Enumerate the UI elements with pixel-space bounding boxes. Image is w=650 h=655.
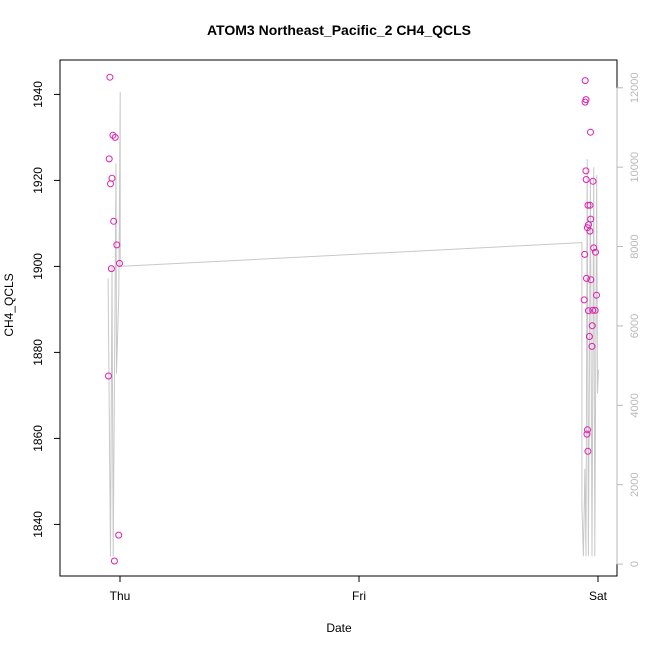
x-tick-label: Sat [589, 589, 608, 603]
data-point [590, 244, 598, 252]
data-point [108, 174, 116, 182]
data-point [105, 155, 113, 163]
y-axis-left: 1840 1860 1880 1900 1920 1940 [31, 81, 61, 538]
data-point [589, 177, 597, 185]
data-point [591, 306, 599, 314]
data-point [582, 167, 590, 175]
y-tick-label: 1860 [31, 425, 45, 452]
data-point [107, 265, 115, 273]
y-tick-label: 1900 [31, 253, 45, 280]
y-axis-right: 0 2000 4000 6000 8000 10000 12000 [616, 72, 641, 567]
data-point [110, 557, 118, 565]
x-tick-label: Thu [110, 589, 131, 603]
x-axis-label: Date [326, 621, 352, 635]
data-point [586, 201, 594, 209]
data-point [587, 215, 595, 223]
data-point [116, 259, 123, 267]
y-tick-label: 1920 [31, 167, 45, 194]
data-point [585, 333, 593, 340]
data-point [115, 531, 123, 539]
y2-tick-label: 2000 [629, 472, 641, 496]
x-axis: Thu Fri Sat [110, 575, 608, 603]
y2-tick-label: 10000 [629, 152, 641, 183]
data-point [588, 342, 596, 350]
data-point [587, 128, 594, 136]
data-point [588, 322, 596, 330]
data-point [584, 201, 592, 209]
data-point [586, 227, 594, 235]
data-point [584, 447, 592, 455]
data-point [587, 276, 595, 284]
plot-frame [59, 59, 618, 577]
data-point [111, 133, 119, 141]
y2-tick-label: 8000 [629, 234, 641, 258]
data-point [110, 217, 118, 225]
data-point [583, 274, 590, 282]
data-point [584, 426, 591, 434]
data-point [589, 306, 597, 314]
y-tick-label: 1880 [31, 339, 45, 366]
y-tick-label: 1840 [31, 511, 45, 538]
y2-tick-label: 6000 [629, 314, 641, 338]
x-tick-label: Fri [352, 589, 366, 603]
data-point [113, 241, 121, 249]
y2-tick-label: 12000 [629, 72, 641, 103]
chart-title: ATOM3 Northeast_Pacific_2 CH4_QCLS [207, 22, 471, 38]
data-point [580, 296, 588, 304]
y-axis-label: CH4_QCLS [2, 273, 16, 336]
data-point [584, 307, 592, 315]
data-point [581, 77, 589, 85]
y2-tick-label: 0 [629, 561, 641, 567]
y2-tick-label: 4000 [629, 393, 641, 417]
data-point [582, 176, 590, 183]
series-line-layer [107, 91, 599, 557]
data-point [106, 73, 114, 81]
series-points-layer [105, 73, 600, 565]
data-point [593, 291, 600, 299]
data-point [109, 131, 117, 139]
data-point [592, 248, 599, 256]
y-tick-label: 1940 [31, 81, 45, 108]
data-point [582, 96, 590, 104]
series-line [107, 91, 599, 557]
data-point [581, 250, 589, 258]
data-point [583, 430, 591, 438]
data-point [105, 372, 112, 380]
